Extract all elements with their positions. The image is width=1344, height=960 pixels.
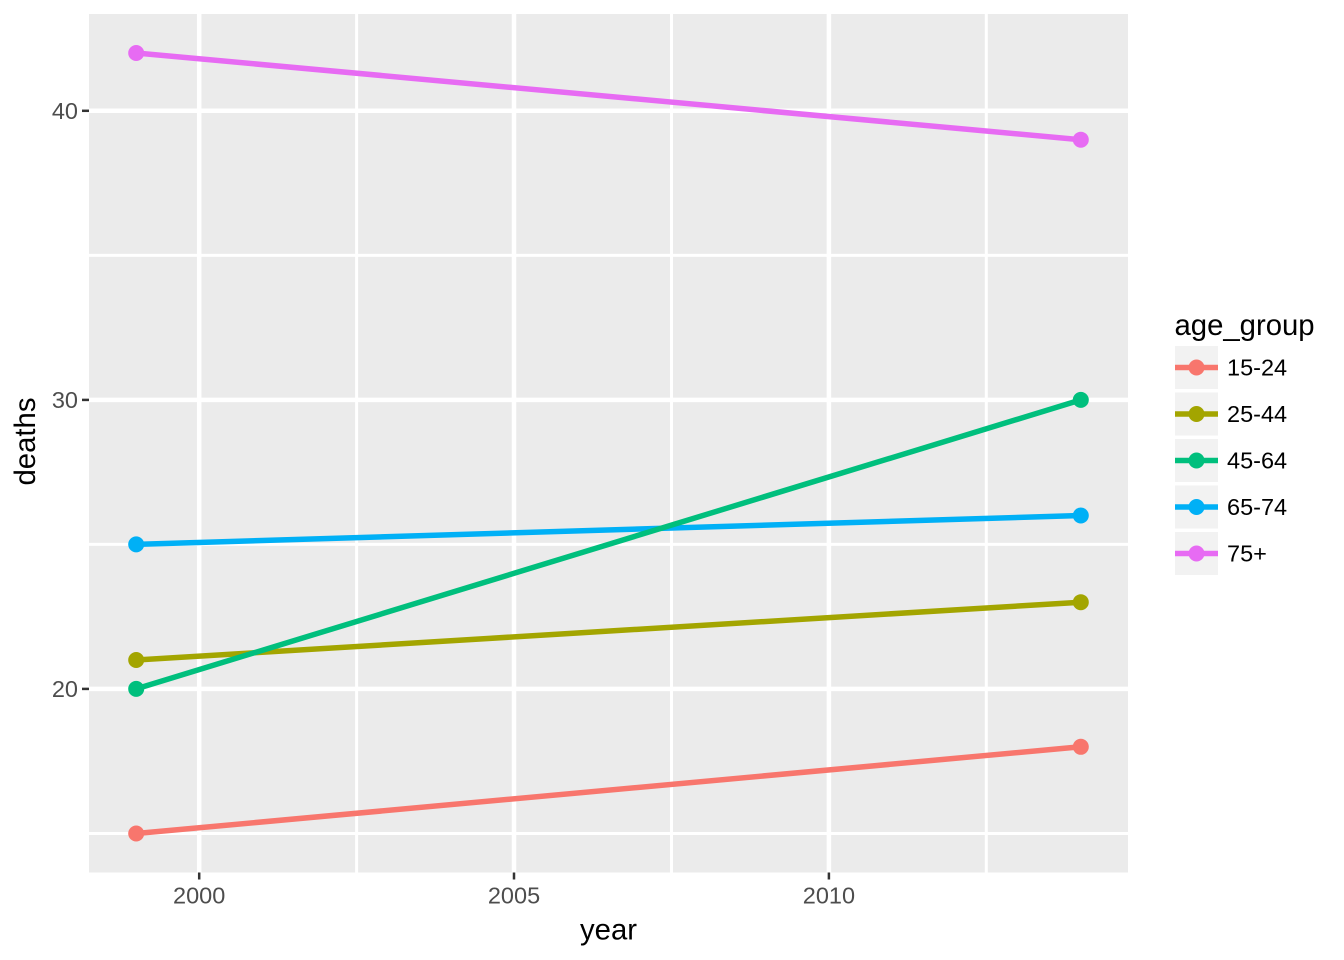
svg-text:2005: 2005 bbox=[488, 882, 540, 908]
svg-text:30: 30 bbox=[52, 387, 78, 413]
svg-text:20: 20 bbox=[52, 676, 78, 702]
svg-text:age_group: age_group bbox=[1175, 309, 1315, 342]
svg-text:65-74: 65-74 bbox=[1227, 494, 1287, 520]
svg-text:75+: 75+ bbox=[1227, 541, 1267, 567]
svg-text:year: year bbox=[580, 914, 637, 947]
svg-text:2010: 2010 bbox=[803, 882, 855, 908]
svg-text:15-24: 15-24 bbox=[1227, 355, 1287, 381]
svg-text:25-44: 25-44 bbox=[1227, 401, 1287, 427]
svg-text:45-64: 45-64 bbox=[1227, 448, 1287, 474]
svg-text:2000: 2000 bbox=[173, 882, 225, 908]
svg-text:deaths: deaths bbox=[9, 398, 42, 486]
svg-text:40: 40 bbox=[52, 98, 78, 124]
